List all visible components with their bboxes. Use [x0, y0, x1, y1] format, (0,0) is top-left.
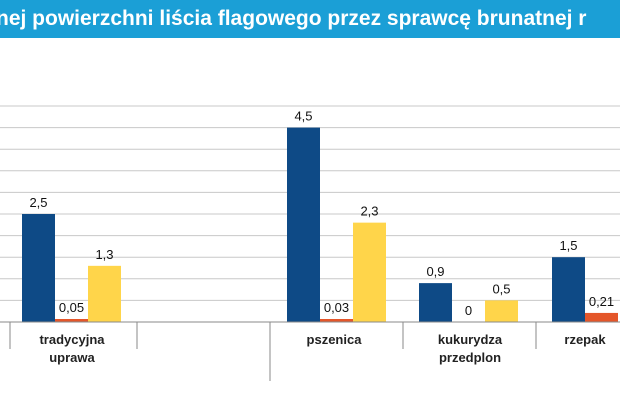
- bar-chart: 2,5 0,05 1,3 4,5 0,03 2,3 0,9 0 0,5 1,5 0,21 trady…: [0, 105, 620, 381]
- data-label: 1,5: [559, 238, 577, 253]
- bar: [55, 319, 88, 322]
- x-axis: tradycyjna uprawa pszenica kukurydza przedpl…: [0, 321, 620, 381]
- bar: [585, 312, 618, 322]
- bar: [353, 222, 386, 322]
- chart-title: nej powierzchni liścia flagowego przez s…: [0, 7, 587, 30]
- data-label: 0: [465, 303, 472, 318]
- category-label: rzepak: [564, 332, 606, 347]
- bar: [320, 319, 353, 322]
- value-labels: 2,5 0,05 1,3 4,5 0,03 2,3 0,9 0 0,5 1,5 0,21: [29, 109, 614, 318]
- bar: [287, 127, 320, 322]
- category-label: tradycyjna: [39, 332, 105, 347]
- data-label: 0,05: [59, 300, 84, 315]
- category-label: przedplon: [439, 350, 501, 365]
- data-label: 0,9: [426, 264, 444, 279]
- category-label: pszenica: [307, 332, 363, 347]
- bar: [22, 214, 55, 322]
- data-label: 2,3: [360, 204, 378, 219]
- bar: [88, 265, 121, 322]
- data-label: 0,21: [589, 294, 614, 309]
- category-label: kukurydza: [438, 332, 503, 347]
- chart-title-bar: nej powierzchni liścia flagowego przez s…: [0, 0, 620, 38]
- category-label: uprawa: [49, 350, 95, 365]
- data-label: 1,3: [95, 247, 113, 262]
- data-label: 4,5: [294, 109, 312, 124]
- data-label: 0,5: [492, 281, 510, 296]
- data-label: 2,5: [29, 195, 47, 210]
- bar: [552, 257, 585, 322]
- bars: [22, 127, 618, 322]
- bar: [485, 300, 518, 322]
- bar: [419, 283, 452, 322]
- data-label: 0,03: [324, 300, 349, 315]
